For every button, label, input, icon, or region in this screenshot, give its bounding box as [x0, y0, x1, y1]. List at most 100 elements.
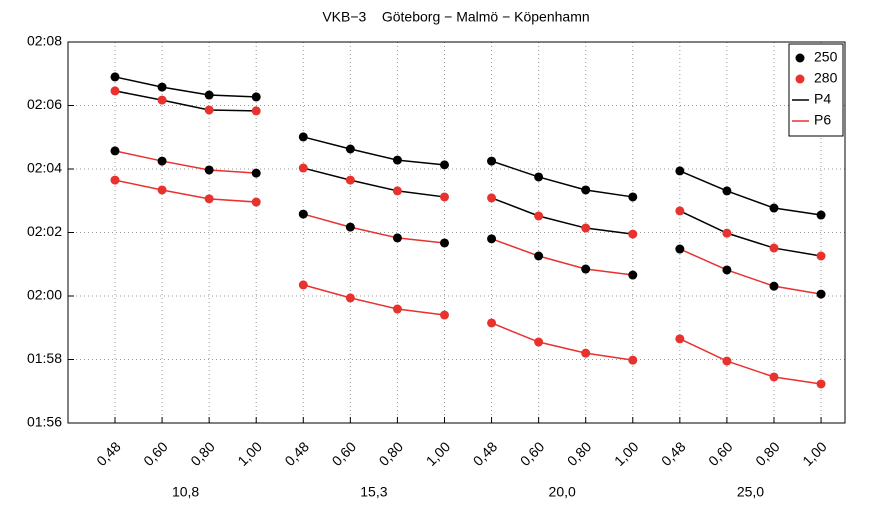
- data-point: [628, 192, 638, 202]
- data-point: [392, 186, 402, 196]
- y-tick-label: 02:00: [27, 287, 62, 303]
- data-point: [534, 211, 544, 221]
- data-point: [298, 280, 308, 290]
- data-point: [157, 156, 167, 166]
- data-point: [722, 356, 732, 366]
- data-point: [487, 193, 497, 203]
- data-point: [392, 304, 402, 314]
- data-point: [251, 92, 261, 102]
- data-point: [534, 251, 544, 261]
- data-point: [581, 264, 591, 274]
- data-point: [439, 310, 449, 320]
- data-point: [439, 160, 449, 170]
- data-point: [722, 265, 732, 275]
- data-point: [157, 95, 167, 105]
- y-tick-label: 01:56: [27, 414, 62, 430]
- data-point: [204, 194, 214, 204]
- data-point: [345, 222, 355, 232]
- data-point: [439, 192, 449, 202]
- series-line: [303, 167, 445, 198]
- data-point: [110, 72, 120, 82]
- data-point: [392, 155, 402, 165]
- y-tick-label: 02:02: [27, 223, 62, 239]
- legend-label: P4: [814, 91, 831, 107]
- data-point: [581, 185, 591, 195]
- data-point: [581, 223, 591, 233]
- data-point: [675, 244, 685, 254]
- data-point: [251, 168, 261, 178]
- y-tick-label: 02:06: [27, 96, 62, 112]
- data-point: [439, 238, 449, 248]
- group-label: 20,0: [549, 484, 576, 500]
- data-point: [345, 144, 355, 154]
- data-point: [110, 146, 120, 156]
- series-line: [114, 179, 257, 203]
- chart-title: VKB−3 Göteborg − Malmö − Köpenhamn: [322, 9, 589, 25]
- legend-marker: [795, 74, 805, 84]
- y-tick-label: 02:08: [27, 33, 62, 49]
- data-point: [487, 318, 497, 328]
- series-line: [679, 338, 822, 385]
- series-line: [114, 76, 257, 98]
- legend-label: P6: [814, 112, 831, 128]
- data-point: [110, 175, 120, 185]
- data-point: [722, 228, 732, 238]
- series-line: [114, 150, 257, 174]
- data-point: [157, 185, 167, 195]
- data-point: [534, 337, 544, 347]
- data-point: [110, 86, 120, 96]
- data-point: [204, 90, 214, 100]
- data-point: [722, 186, 732, 196]
- group-label: 25,0: [737, 484, 764, 500]
- series-line: [303, 136, 445, 166]
- data-point: [157, 82, 167, 92]
- series-line: [491, 160, 633, 198]
- data-point: [534, 172, 544, 182]
- data-point: [675, 166, 685, 176]
- data-point: [487, 234, 497, 244]
- legend-label: 250: [814, 49, 838, 65]
- data-point: [675, 206, 685, 216]
- series-line: [114, 90, 257, 112]
- series-line: [491, 197, 633, 235]
- data-point: [769, 203, 779, 213]
- legend-label: 280: [814, 70, 838, 86]
- data-point: [298, 132, 308, 142]
- data-point: [816, 251, 826, 261]
- group-label: 10,8: [172, 484, 199, 500]
- series-line: [679, 170, 822, 216]
- data-point: [392, 233, 402, 243]
- data-point: [298, 209, 308, 219]
- y-tick-label: 02:04: [27, 160, 62, 176]
- series-line: [491, 238, 633, 276]
- data-point: [204, 105, 214, 115]
- data-point: [769, 372, 779, 382]
- data-point: [204, 165, 214, 175]
- data-point: [581, 348, 591, 358]
- data-point: [345, 293, 355, 303]
- data-point: [298, 163, 308, 173]
- data-point: [769, 281, 779, 291]
- data-point: [816, 210, 826, 220]
- series-line: [679, 210, 822, 257]
- series-line: [491, 322, 633, 361]
- data-point: [345, 175, 355, 185]
- group-label: 15,3: [360, 484, 387, 500]
- data-point: [251, 106, 261, 116]
- series-line: [303, 284, 445, 316]
- data-point: [628, 355, 638, 365]
- series-line: [679, 248, 822, 295]
- y-tick-label: 01:58: [27, 350, 62, 366]
- data-point: [251, 197, 261, 207]
- data-point: [628, 270, 638, 280]
- data-point: [487, 156, 497, 166]
- data-point: [628, 229, 638, 239]
- data-point: [769, 243, 779, 253]
- data-point: [816, 289, 826, 299]
- plot-frame: [67, 41, 846, 424]
- legend-marker: [795, 53, 805, 63]
- data-point: [675, 334, 685, 344]
